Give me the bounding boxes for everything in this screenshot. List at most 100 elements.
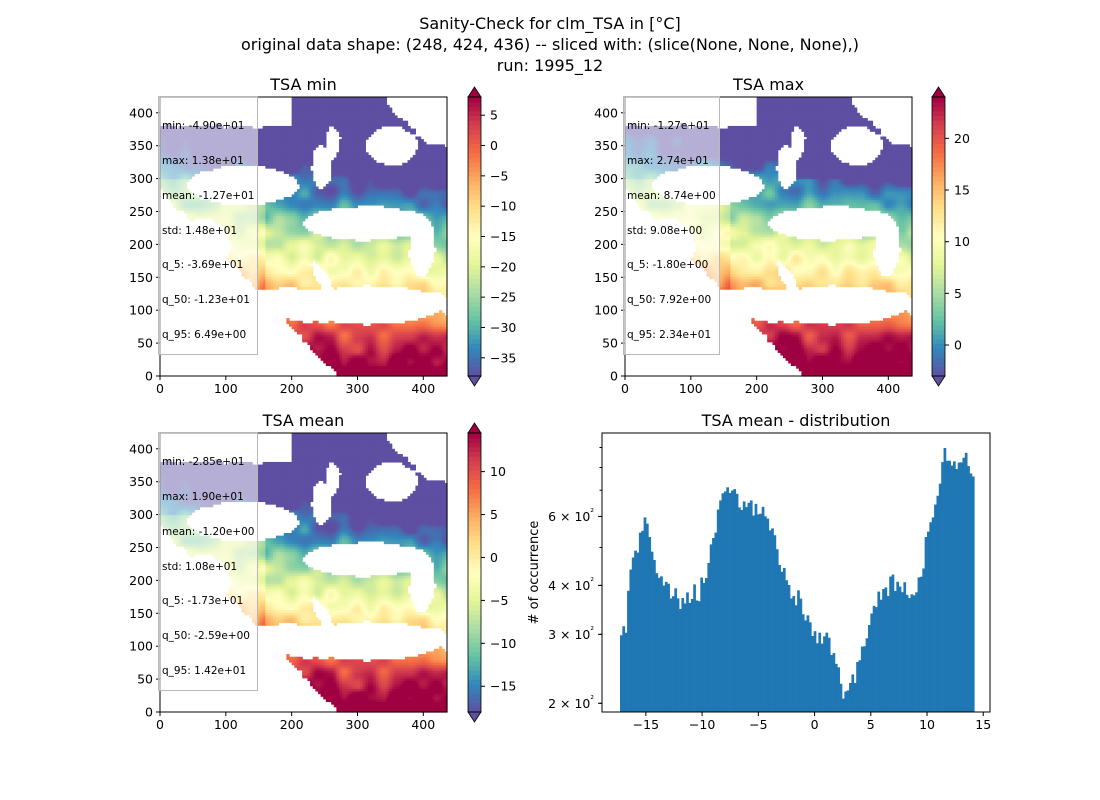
heatmap-cell (357, 354, 361, 359)
heatmap-cell (394, 360, 398, 364)
heatmap-cell (360, 331, 364, 335)
heatmap-cell (344, 365, 348, 369)
heatmap-cell (323, 328, 327, 332)
heatmap-cell (428, 349, 432, 353)
heatmap-cell (386, 360, 390, 364)
heatmap-cell (333, 362, 338, 367)
heatmap-cell (333, 339, 338, 343)
heatmap-cell (404, 357, 409, 361)
heatmap-cell (391, 368, 395, 372)
heatmap-cell (339, 354, 343, 359)
heatmap-cell (373, 368, 377, 372)
heatmap-cell (333, 333, 338, 338)
heatmap-cell (299, 320, 303, 324)
heatmap-cell (428, 362, 432, 367)
heatmap-cell (312, 339, 316, 343)
heatmap-cell (331, 347, 335, 351)
heatmap-cell (346, 344, 351, 348)
heatmap-cell (412, 331, 416, 335)
heatmap-cell (428, 341, 432, 346)
heatmap-cell (325, 360, 330, 364)
heatmap-cell (365, 352, 369, 356)
heatmap-cell (368, 349, 372, 353)
heatmap-cell (441, 354, 445, 359)
heatmap-cell (391, 339, 395, 343)
heatmap-cell (307, 331, 311, 335)
heatmap-cell (341, 341, 345, 346)
heatmap-cell (383, 368, 388, 372)
heatmap-cell (433, 357, 438, 361)
heatmap-cell (410, 368, 414, 372)
heatmap-cell (315, 339, 319, 343)
heatmap-cell (444, 331, 448, 335)
heatmap-cell (307, 339, 311, 343)
heatmap-cell (431, 352, 435, 356)
heatmap-cell (317, 339, 322, 343)
heatmap-cell (344, 362, 348, 367)
heatmap-cell (399, 360, 403, 364)
heatmap-cell (399, 349, 403, 353)
heatmap-cell (375, 352, 380, 356)
heatmap-cell (444, 362, 448, 367)
heatmap-cell (333, 331, 338, 335)
heatmap-cell (418, 347, 422, 351)
heatmap-cell (444, 352, 448, 356)
heatmap-cell (357, 344, 361, 348)
heatmap-cell (365, 370, 369, 374)
heatmap-cell (349, 357, 353, 361)
heatmap-cell (368, 339, 372, 343)
heatmap-cell (360, 370, 364, 374)
heatmap-cell (333, 357, 338, 361)
heatmap-cell (365, 339, 369, 343)
heatmap-cell (370, 354, 374, 359)
heatmap-cell (441, 347, 445, 351)
heatmap-cell (315, 328, 319, 332)
heatmap-cell (375, 365, 380, 369)
heatmap-cell (396, 368, 401, 372)
heatmap-cell (328, 333, 332, 338)
heatmap-cell (365, 336, 369, 340)
heatmap-cell (423, 339, 427, 343)
heatmap-cell (433, 354, 438, 359)
heatmap-cell (415, 373, 419, 377)
heatmap-cell (423, 357, 427, 361)
heatmap-cell (433, 373, 438, 377)
heatmap-cell (352, 357, 356, 361)
heatmap-cell (352, 362, 356, 367)
heatmap-cell (436, 357, 440, 361)
heatmap-cell (412, 344, 416, 348)
heatmap-cell (312, 347, 316, 351)
heatmap-cell (439, 339, 443, 343)
heatmap-cell (368, 344, 372, 348)
heatmap-cell (362, 354, 366, 359)
heatmap-cell (415, 368, 419, 372)
heatmap-cell (407, 236, 411, 240)
heatmap-cell (344, 368, 348, 372)
heatmap-cell (433, 339, 438, 343)
heatmap-cell (325, 339, 330, 343)
heatmap-cell (339, 344, 343, 348)
heatmap-cell (333, 341, 338, 346)
heatmap-cell (336, 357, 340, 361)
heatmap-cell (336, 365, 340, 369)
figure-title-line-1: Sanity-Check for clm_TSA in [°C] (419, 14, 681, 33)
heatmap-cell (415, 331, 419, 335)
heatmap-cell (349, 339, 353, 343)
heatmap-cell (439, 349, 443, 353)
heatmap-cell (373, 349, 377, 353)
heatmap-cell (412, 349, 416, 353)
heatmap-cell (362, 365, 366, 369)
heatmap-cell (370, 341, 374, 346)
heatmap-cell (399, 368, 403, 372)
heatmap-cell (333, 354, 338, 359)
heatmap-cell (433, 360, 438, 364)
heatmap-cell (339, 328, 343, 332)
heatmap-cell (320, 328, 324, 332)
heatmap-cell (381, 362, 385, 367)
heatmap-cell (325, 333, 330, 338)
heatmap-cell (415, 362, 419, 367)
heatmap-cell (420, 368, 424, 372)
heatmap-cell (354, 336, 359, 340)
heatmap-cell (391, 373, 395, 377)
heatmap-cell (418, 368, 422, 372)
